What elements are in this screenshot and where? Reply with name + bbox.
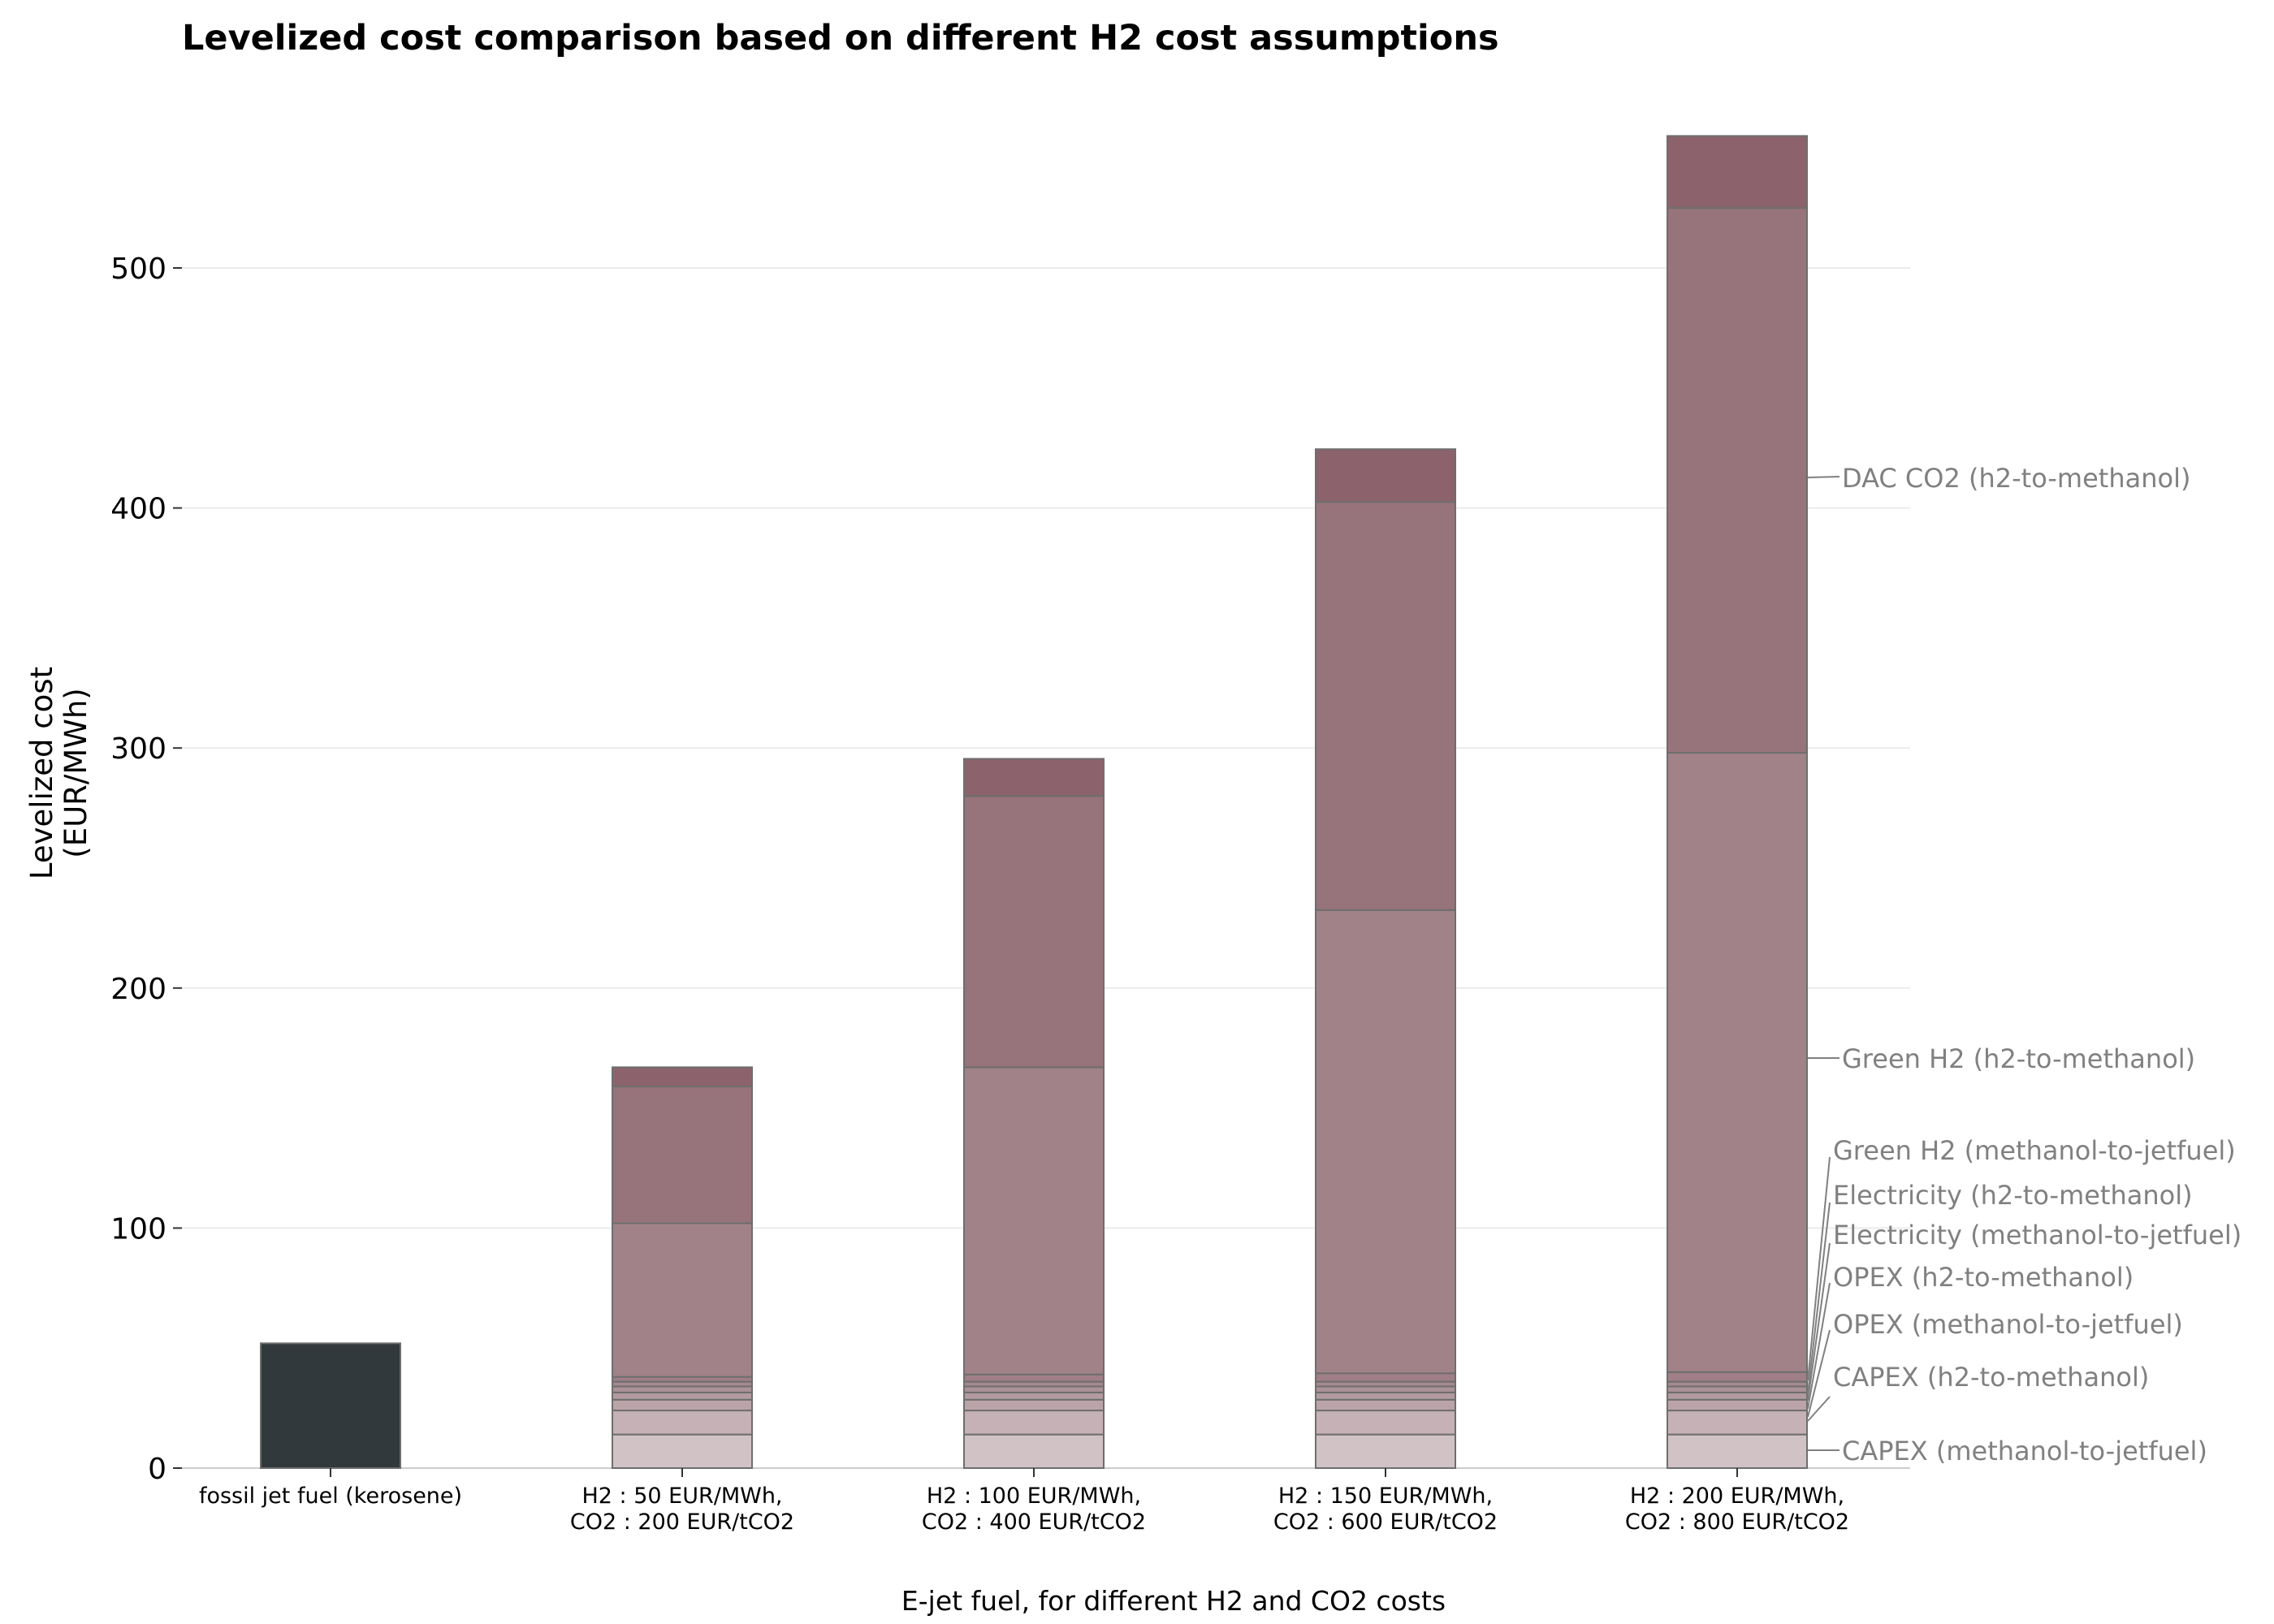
y-tick-label: 500 bbox=[110, 253, 166, 286]
bar-segment-series-9 bbox=[612, 1066, 753, 1087]
x-tick-label: H2 : 50 EUR/MWh, bbox=[581, 1484, 782, 1509]
bar-segment-series-9 bbox=[1667, 135, 1808, 209]
bar-segment-opex-h2-to-methanol bbox=[963, 1391, 1105, 1401]
bar-segment-capex-h2-to-methanol bbox=[1667, 1410, 1808, 1436]
bar-segment-opex-h2-to-methanol bbox=[1667, 1391, 1808, 1401]
annotation-label: Green H2 (h2-to-methanol) bbox=[1842, 1043, 2195, 1074]
x-tick-label: CO2 : 200 EUR/tCO2 bbox=[570, 1510, 794, 1535]
bar-segment-opex-methanol-to-jetfuel bbox=[1315, 1398, 1456, 1412]
annotation-label: CAPEX (methanol-to-jetfuel) bbox=[1842, 1436, 2207, 1466]
y-tick-label: 300 bbox=[110, 732, 166, 766]
chart-title: Levelized cost comparison based on diffe… bbox=[182, 18, 1499, 58]
bar-segment-dac-co2-h2-to-methanol bbox=[1667, 207, 1808, 754]
bar-segment-series-9 bbox=[963, 758, 1105, 797]
bar-segment-opex-methanol-to-jetfuel bbox=[1667, 1398, 1808, 1412]
bar-segment-capex-methanol-to-jetfuel bbox=[963, 1433, 1105, 1469]
annotation-label: DAC CO2 (h2-to-methanol) bbox=[1842, 463, 2190, 494]
annotation-label: OPEX (methanol-to-jetfuel) bbox=[1833, 1309, 2183, 1340]
x-axis-label: E-jet fuel, for different H2 and CO2 cos… bbox=[901, 1585, 1446, 1617]
x-tick-label: fossil jet fuel (kerosene) bbox=[199, 1484, 462, 1509]
bar-segment-green-h2-methanol-to-jetfuel bbox=[1315, 1372, 1456, 1383]
bar-segment-capex-methanol-to-jetfuel bbox=[1315, 1433, 1456, 1469]
bar-segment-capex-h2-to-methanol bbox=[963, 1410, 1105, 1436]
bar-segment-electricity-methanol-to-jetfuel bbox=[1667, 1385, 1808, 1393]
annotation-leader bbox=[1807, 1396, 1831, 1422]
annotation-label: Green H2 (methanol-to-jetfuel) bbox=[1833, 1135, 2236, 1166]
bar-segment-green-h2-h2-to-methanol bbox=[1315, 909, 1456, 1375]
bar-segment-green-h2-h2-to-methanol bbox=[612, 1222, 753, 1378]
x-tick-label: H2 : 100 EUR/MWh, bbox=[927, 1484, 1141, 1509]
bar-segment-opex-methanol-to-jetfuel bbox=[963, 1398, 1105, 1412]
bar-segment-green-h2-methanol-to-jetfuel bbox=[1667, 1371, 1808, 1383]
x-tick-label: CO2 : 600 EUR/tCO2 bbox=[1273, 1510, 1498, 1535]
annotation-leader bbox=[1807, 1202, 1831, 1394]
bar-segment-electricity-methanol-to-jetfuel bbox=[963, 1385, 1105, 1393]
annotation-leader bbox=[1807, 1329, 1831, 1418]
annotation-label: Electricity (h2-to-methanol) bbox=[1833, 1180, 2193, 1211]
bar-segment-capex-h2-to-methanol bbox=[612, 1410, 753, 1436]
bar-segment-opex-h2-to-methanol bbox=[1315, 1391, 1456, 1401]
bar-fossil-jet-fuel bbox=[260, 1342, 401, 1469]
annotation-leader bbox=[1807, 1156, 1831, 1381]
bar-segment-dac-co2-h2-to-methanol bbox=[963, 795, 1105, 1069]
bar-segment-opex-h2-to-methanol bbox=[612, 1391, 753, 1401]
y-tick-label: 0 bbox=[148, 1453, 166, 1486]
x-tick-label: H2 : 200 EUR/MWh, bbox=[1630, 1484, 1844, 1509]
bar-segment-capex-methanol-to-jetfuel bbox=[1667, 1433, 1808, 1469]
bar-segment-series-9 bbox=[1315, 448, 1456, 503]
bar-segment-dac-co2-h2-to-methanol bbox=[612, 1085, 753, 1224]
bar-segment-capex-h2-to-methanol bbox=[1315, 1410, 1456, 1436]
bar-segment-electricity-methanol-to-jetfuel bbox=[1315, 1385, 1456, 1393]
y-axis-label: Levelized cost(EUR/MWh) bbox=[24, 667, 93, 879]
x-tick-label: H2 : 150 EUR/MWh, bbox=[1278, 1484, 1493, 1509]
x-tick-label: CO2 : 400 EUR/tCO2 bbox=[922, 1510, 1146, 1535]
bar-segment-electricity-methanol-to-jetfuel bbox=[612, 1385, 753, 1393]
bar-segment-green-h2-h2-to-methanol bbox=[963, 1066, 1105, 1376]
bar-segment-green-h2-methanol-to-jetfuel bbox=[963, 1373, 1105, 1383]
x-tick-label: CO2 : 800 EUR/tCO2 bbox=[1625, 1510, 1849, 1535]
bar-segment-green-h2-h2-to-methanol bbox=[1667, 752, 1808, 1373]
annotation-leader bbox=[1807, 1282, 1831, 1410]
annotation-label: OPEX (h2-to-methanol) bbox=[1833, 1262, 2133, 1293]
bar-segment-capex-methanol-to-jetfuel bbox=[612, 1433, 753, 1469]
y-tick-label: 400 bbox=[110, 493, 166, 526]
bar-segment-opex-methanol-to-jetfuel bbox=[612, 1398, 753, 1412]
annotation-label: CAPEX (h2-to-methanol) bbox=[1833, 1362, 2149, 1393]
annotation-leader bbox=[1807, 1242, 1831, 1402]
annotation-label: Electricity (methanol-to-jetfuel) bbox=[1833, 1220, 2242, 1250]
bar-segment-dac-co2-h2-to-methanol bbox=[1315, 501, 1456, 911]
y-tick-label: 200 bbox=[110, 973, 166, 1006]
y-tick-label: 100 bbox=[110, 1212, 166, 1246]
